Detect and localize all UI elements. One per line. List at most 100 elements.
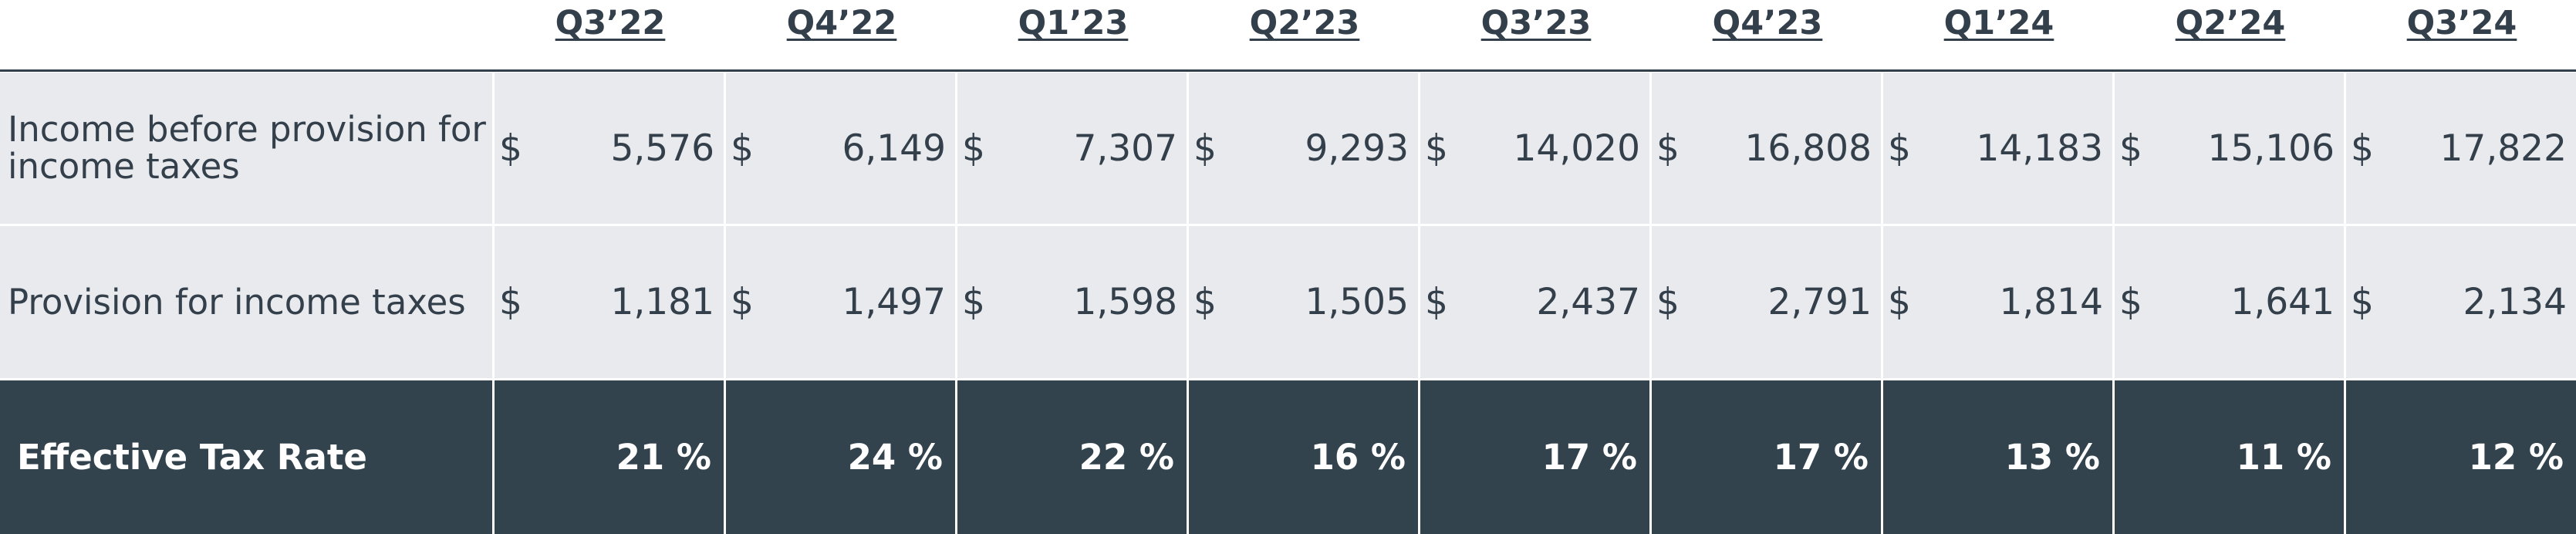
currency-symbol: $ bbox=[731, 281, 754, 323]
cell-value: 13 % bbox=[2004, 437, 2100, 478]
row-label-cell: Income before provision for income taxes bbox=[0, 73, 492, 224]
cell-value: 17 % bbox=[1541, 437, 1637, 478]
value-cell: $1,641 bbox=[2115, 226, 2344, 378]
value-cell: $2,134 bbox=[2346, 226, 2576, 378]
column-header: Q3’22 bbox=[495, 0, 726, 46]
column-header: Q3’24 bbox=[2346, 0, 2576, 46]
currency-symbol: $ bbox=[1888, 127, 1911, 170]
column-header-label: Q3’23 bbox=[1480, 4, 1592, 42]
value-cell: $16,808 bbox=[1652, 73, 1881, 224]
cell-value: 1,641 bbox=[2230, 281, 2335, 323]
value-cell: 17 % bbox=[1420, 380, 1649, 534]
row-label-cell: Effective Tax Rate bbox=[0, 380, 492, 534]
cell-value: 15,106 bbox=[2207, 127, 2335, 170]
row-label: Provision for income taxes bbox=[8, 281, 466, 323]
cell-value: 16,808 bbox=[1744, 127, 1872, 170]
currency-symbol: $ bbox=[962, 127, 985, 170]
value-cell: $1,505 bbox=[1189, 226, 1418, 378]
cell-value: 2,134 bbox=[2463, 281, 2567, 323]
value-cell: 13 % bbox=[1883, 380, 2112, 534]
column-header-label: Q3’24 bbox=[2406, 4, 2517, 42]
table-row-highlight: Effective Tax Rate 21 % 24 % 22 % 16 % 1… bbox=[0, 380, 2576, 534]
table-row: Income before provision for income taxes… bbox=[0, 73, 2576, 224]
currency-symbol: $ bbox=[1193, 281, 1217, 323]
value-cell: $9,293 bbox=[1189, 73, 1418, 224]
column-header: Q2’24 bbox=[2115, 0, 2346, 46]
value-cell: $6,149 bbox=[726, 73, 955, 224]
cell-value: 1,814 bbox=[1999, 281, 2103, 323]
value-cell: $2,437 bbox=[1420, 226, 1649, 378]
cell-value: 5,576 bbox=[610, 127, 714, 170]
value-cell: 11 % bbox=[2115, 380, 2344, 534]
table-row: Provision for income taxes $1,181 $1,497… bbox=[0, 226, 2576, 378]
cell-value: 1,181 bbox=[610, 281, 714, 323]
table-header: Q3’22 Q4’22 Q1’23 Q2’23 Q3’23 Q4’23 Q1’2… bbox=[0, 0, 2576, 71]
cell-value: 17,822 bbox=[2439, 127, 2567, 170]
cell-value: 2,437 bbox=[1536, 281, 1640, 323]
value-cell: $17,822 bbox=[2346, 73, 2576, 224]
header-divider bbox=[0, 69, 2576, 72]
column-header: Q3’23 bbox=[1420, 0, 1652, 46]
value-cell: $1,814 bbox=[1883, 226, 2112, 378]
cell-value: 11 % bbox=[2236, 437, 2331, 478]
currency-symbol: $ bbox=[1425, 281, 1448, 323]
cell-value: 22 % bbox=[1079, 437, 1174, 478]
value-cell: $1,497 bbox=[726, 226, 955, 378]
currency-symbol: $ bbox=[1425, 127, 1448, 170]
column-header: Q1’24 bbox=[1883, 0, 2115, 46]
value-cell: 21 % bbox=[495, 380, 724, 534]
currency-symbol: $ bbox=[2119, 127, 2142, 170]
value-cell: $1,598 bbox=[957, 226, 1187, 378]
column-header: Q2’23 bbox=[1189, 0, 1420, 46]
row-label-cell: Provision for income taxes bbox=[0, 226, 492, 378]
currency-symbol: $ bbox=[2351, 127, 2374, 170]
cell-value: 1,505 bbox=[1305, 281, 1409, 323]
row-label: Effective Tax Rate bbox=[17, 436, 367, 478]
column-header-label: Q1’23 bbox=[1018, 4, 1129, 42]
column-header-label: Q1’24 bbox=[1943, 4, 2054, 42]
value-cell: 16 % bbox=[1189, 380, 1418, 534]
value-cell: $1,181 bbox=[495, 226, 724, 378]
cell-value: 21 % bbox=[616, 437, 711, 478]
cell-value: 16 % bbox=[1310, 437, 1406, 478]
cell-value: 24 % bbox=[847, 437, 943, 478]
currency-symbol: $ bbox=[2119, 281, 2142, 323]
currency-symbol: $ bbox=[1656, 127, 1680, 170]
cell-value: 14,183 bbox=[1976, 127, 2103, 170]
cell-value: 7,307 bbox=[1073, 127, 1177, 170]
row-label: Income before provision for income taxes bbox=[8, 109, 486, 187]
column-header-label: Q3’22 bbox=[555, 4, 666, 42]
cell-value: 1,497 bbox=[842, 281, 946, 323]
currency-symbol: $ bbox=[1888, 281, 1911, 323]
value-cell: $15,106 bbox=[2115, 73, 2344, 224]
column-header: Q4’22 bbox=[726, 0, 957, 46]
value-cell: $14,183 bbox=[1883, 73, 2112, 224]
value-cell: $14,020 bbox=[1420, 73, 1649, 224]
column-header: Q4’23 bbox=[1652, 0, 1883, 46]
column-header: Q1’23 bbox=[957, 0, 1189, 46]
column-header-label: Q4’22 bbox=[786, 4, 897, 42]
cell-value: 14,020 bbox=[1513, 127, 1640, 170]
cell-value: 1,598 bbox=[1073, 281, 1177, 323]
column-header-label: Q2’24 bbox=[2175, 4, 2286, 42]
value-cell: 12 % bbox=[2346, 380, 2576, 534]
currency-symbol: $ bbox=[962, 281, 985, 323]
currency-symbol: $ bbox=[499, 127, 522, 170]
cell-value: 12 % bbox=[2468, 437, 2564, 478]
value-cell: $5,576 bbox=[495, 73, 724, 224]
value-cell: 22 % bbox=[957, 380, 1187, 534]
cell-value: 9,293 bbox=[1305, 127, 1409, 170]
currency-symbol: $ bbox=[2351, 281, 2374, 323]
cell-value: 2,791 bbox=[1767, 281, 1872, 323]
cell-value: 6,149 bbox=[842, 127, 946, 170]
value-cell: $2,791 bbox=[1652, 226, 1881, 378]
currency-symbol: $ bbox=[1193, 127, 1217, 170]
column-header-label: Q2’23 bbox=[1249, 4, 1360, 42]
currency-symbol: $ bbox=[1656, 281, 1680, 323]
currency-symbol: $ bbox=[499, 281, 522, 323]
cell-value: 17 % bbox=[1773, 437, 1869, 478]
column-header-label: Q4’23 bbox=[1712, 4, 1823, 42]
currency-symbol: $ bbox=[731, 127, 754, 170]
value-cell: 17 % bbox=[1652, 380, 1881, 534]
